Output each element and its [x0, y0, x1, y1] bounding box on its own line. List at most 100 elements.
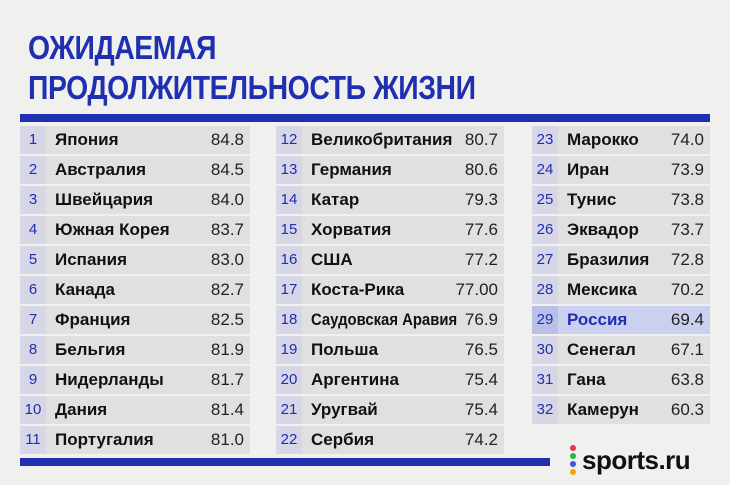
table-row: 20 Аргентина 75.4: [276, 366, 504, 394]
table-row: 5 Испания 83.0: [20, 246, 250, 274]
life-expectancy-value: 81.0: [210, 430, 244, 449]
table-row: 2 Австралия 84.5: [20, 156, 250, 184]
life-expectancy-value: 73.7: [670, 220, 704, 239]
table-row: 9 Нидерланды 81.7: [20, 366, 250, 394]
rank-number: 16: [276, 246, 302, 274]
rank-number: 12: [276, 126, 302, 154]
rank-number: 9: [20, 366, 46, 394]
life-expectancy-value: 60.3: [670, 400, 704, 419]
rank-number: 22: [276, 426, 302, 454]
country-name: Германия: [311, 160, 392, 179]
table-row: 30 Сенегал 67.1: [532, 336, 710, 364]
rank-number: 19: [276, 336, 302, 364]
life-expectancy-value: 77.6: [464, 220, 498, 239]
rank-number: 26: [532, 216, 558, 244]
life-expectancy-value: 81.4: [210, 400, 244, 419]
country-name: Марокко: [567, 130, 639, 149]
country-name: Коста-Рика: [311, 280, 405, 299]
country-name: Саудовская Аравия: [311, 310, 458, 329]
rank-number: 25: [532, 186, 558, 214]
life-expectancy-value: 73.8: [670, 190, 704, 209]
life-expectancy-value: 73.9: [670, 160, 704, 179]
life-expectancy-value: 77.2: [464, 250, 498, 269]
country-name: Франция: [55, 310, 131, 329]
table-row: 32 Камерун 60.3: [532, 396, 710, 424]
country-name: Бельгия: [55, 340, 126, 359]
country-name: Сенегал: [567, 340, 636, 359]
rank-number: 1: [20, 126, 46, 154]
country-name: Южная Корея: [55, 220, 170, 239]
rank-number: 32: [532, 396, 558, 424]
life-expectancy-value: 69.4: [670, 310, 704, 329]
life-expectancy-value: 77.00: [455, 280, 498, 299]
table-row: 28 Мексика 70.2: [532, 276, 710, 304]
country-name: Хорватия: [311, 220, 392, 239]
page-title: ОЖИДАЕМАЯ ПРОДОЛЖИТЕЛЬНОСТЬ ЖИЗНИ: [28, 28, 476, 108]
table-row: 18 Саудовская Аравия 76.9: [276, 306, 504, 334]
table-row: 10 Дания 81.4: [20, 396, 250, 424]
country-name: Португалия: [55, 430, 154, 449]
country-name: Иран: [567, 160, 610, 179]
life-expectancy-value: 72.8: [670, 250, 704, 269]
table-row: 22 Сербия 74.2: [276, 426, 504, 454]
table-column: 23 Марокко 74.0 24 Иран 73.9 25 Тунис 73.8 26 Эква…: [532, 126, 710, 426]
table-row: 26 Эквадор 73.7: [532, 216, 710, 244]
rank-number: 28: [532, 276, 558, 304]
bottom-divider: [20, 458, 550, 466]
rank-number: 4: [20, 216, 46, 244]
sports-ru-logo: sports.ru: [566, 443, 691, 477]
life-expectancy-value: 75.4: [464, 400, 498, 419]
table-row: 3 Швейцария 84.0: [20, 186, 250, 214]
life-expectancy-value: 84.8: [210, 130, 244, 149]
logo-dot: [570, 469, 576, 475]
country-name: Камерун: [567, 400, 639, 419]
country-name: Катар: [311, 190, 360, 209]
country-name: Сербия: [311, 430, 374, 449]
life-expectancy-value: 81.7: [210, 370, 244, 389]
rank-number: 15: [276, 216, 302, 244]
rank-number: 2: [20, 156, 46, 184]
title-line-2: ПРОДОЛЖИТЕЛЬНОСТЬ ЖИЗНИ: [28, 69, 476, 106]
country-name: Испания: [55, 250, 128, 269]
country-name: Мексика: [567, 280, 637, 299]
rank-number: 18: [276, 306, 302, 334]
rank-number: 27: [532, 246, 558, 274]
rank-number: 29: [532, 306, 558, 334]
table-row: 12 Великобритания 80.7: [276, 126, 504, 154]
rank-number: 30: [532, 336, 558, 364]
rank-number: 13: [276, 156, 302, 184]
rank-number: 17: [276, 276, 302, 304]
country-name: Швейцария: [55, 190, 154, 209]
life-expectancy-value: 83.0: [210, 250, 244, 269]
country-name: США: [311, 250, 353, 269]
life-expectancy-value: 76.5: [464, 340, 498, 359]
table-row: 29 Россия 69.4: [532, 306, 710, 334]
country-name: Дания: [55, 400, 108, 419]
rank-number: 11: [20, 426, 46, 454]
table-row: 6 Канада 82.7: [20, 276, 250, 304]
table-row: 23 Марокко 74.0: [532, 126, 710, 154]
table-row: 17 Коста-Рика 77.00: [276, 276, 504, 304]
life-expectancy-value: 80.7: [464, 130, 498, 149]
life-expectancy-value: 74.2: [464, 430, 498, 449]
rank-number: 8: [20, 336, 46, 364]
logo-dot: [570, 445, 576, 451]
table-row: 21 Уругвай 75.4: [276, 396, 504, 424]
life-expectancy-value: 74.0: [670, 130, 704, 149]
life-expectancy-value: 63.8: [670, 370, 704, 389]
life-expectancy-value: 84.0: [210, 190, 244, 209]
life-expectancy-value: 82.7: [210, 280, 244, 299]
logo-dot: [570, 453, 576, 459]
country-name: Аргентина: [311, 370, 399, 389]
life-expectancy-value: 82.5: [210, 310, 244, 329]
rank-number: 6: [20, 276, 46, 304]
life-expectancy-value: 76.9: [464, 310, 498, 329]
rank-number: 21: [276, 396, 302, 424]
life-expectancy-value: 67.1: [670, 340, 704, 359]
rank-number: 3: [20, 186, 46, 214]
table-row: 19 Польша 76.5: [276, 336, 504, 364]
rank-number: 20: [276, 366, 302, 394]
country-name: Нидерланды: [55, 370, 164, 389]
table-row: 1 Япония 84.8: [20, 126, 250, 154]
country-name: Польша: [311, 340, 379, 359]
